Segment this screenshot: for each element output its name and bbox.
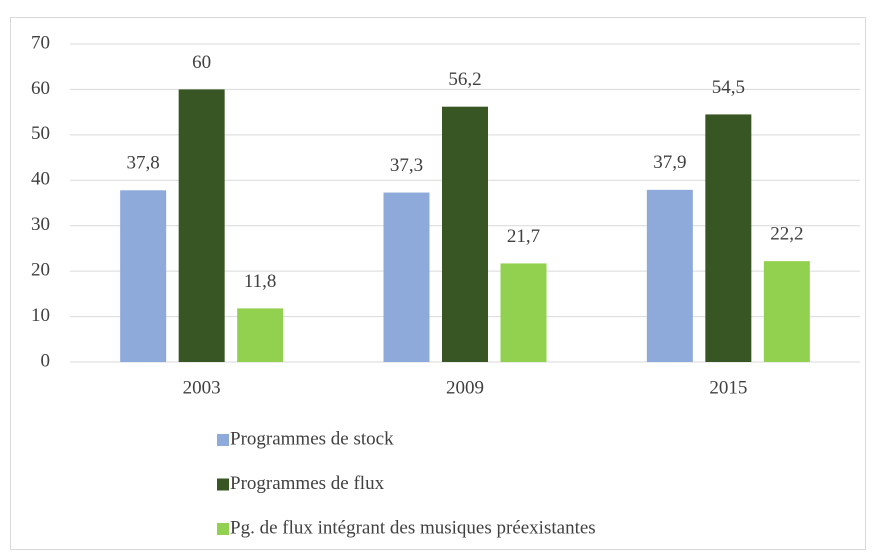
bar	[120, 190, 167, 362]
x-tick-label: 2003	[183, 377, 221, 398]
bar	[646, 189, 693, 362]
data-label: 37,8	[127, 153, 160, 174]
y-tick-label: 60	[31, 78, 50, 99]
data-label: 11,8	[244, 271, 277, 292]
y-tick-label: 40	[31, 169, 50, 190]
x-tick-label: 2015	[709, 377, 747, 398]
y-tick-label: 10	[31, 305, 50, 326]
bar	[705, 114, 752, 363]
data-label: 21,7	[507, 226, 540, 247]
data-label: 54,5	[712, 77, 745, 98]
y-tick-label: 30	[31, 214, 50, 235]
data-label: 60	[192, 52, 211, 73]
y-tick-label: 70	[31, 32, 50, 53]
y-tick-label: 50	[31, 123, 50, 144]
data-label: 56,2	[448, 69, 481, 90]
data-label: 37,3	[390, 155, 423, 176]
bar	[500, 263, 547, 362]
x-tick-label: 2009	[446, 377, 484, 398]
bar	[383, 192, 430, 362]
data-label: 37,9	[653, 152, 686, 173]
y-tick-label: 0	[41, 350, 51, 371]
legend-swatch	[217, 523, 229, 535]
bar	[442, 106, 488, 362]
legend-swatch	[217, 478, 229, 491]
legend-label: Programmes de stock	[230, 428, 394, 449]
bar	[763, 261, 810, 362]
legend-label: Programmes de flux	[230, 473, 385, 494]
legend-swatch	[217, 434, 229, 446]
bar	[178, 89, 225, 362]
y-tick-label: 20	[31, 260, 50, 281]
data-label: 22,2	[770, 224, 803, 245]
bar	[237, 308, 284, 362]
legend-label: Pg. de flux intégrant des musiques préex…	[230, 517, 596, 538]
